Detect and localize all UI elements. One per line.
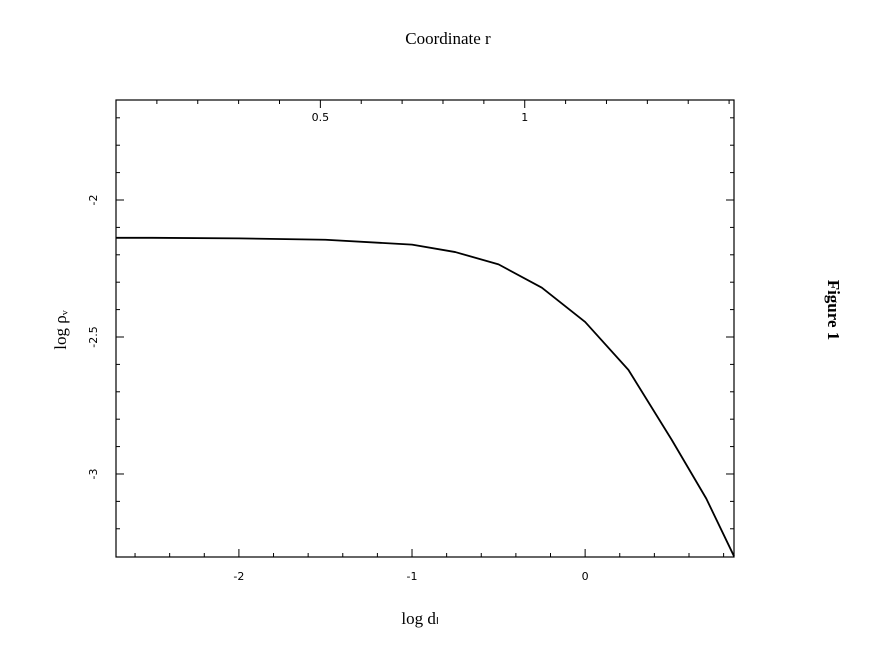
x-tick-label: 0: [582, 570, 589, 583]
x-tick-label: -1: [407, 570, 418, 583]
figure-label: Figure 1: [824, 280, 843, 341]
y-tick-label: -2.5: [87, 326, 100, 347]
chart-title: Coordinate r: [405, 29, 491, 48]
x2-tick-label: 1: [521, 111, 528, 124]
y-tick-label: -3: [87, 468, 100, 479]
data-line: [116, 236, 735, 557]
y-axis-label: log ρᵥ: [51, 309, 70, 349]
y-tick-label: -2: [87, 195, 100, 206]
x-axis-label: log dₗ: [401, 609, 438, 628]
plot-frame: [115, 99, 735, 558]
x2-tick-label: 0.5: [312, 111, 330, 124]
x-tick-label: -2: [233, 570, 244, 583]
